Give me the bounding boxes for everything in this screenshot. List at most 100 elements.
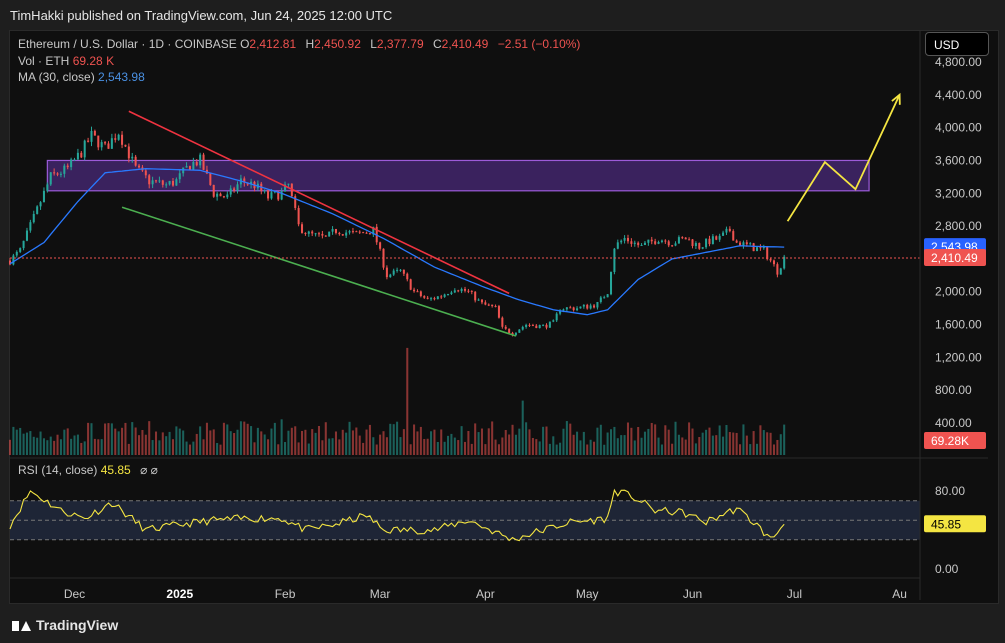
candle-body [144,170,147,176]
candle-body [8,260,12,265]
time-tick-label: Au [892,587,907,601]
candle-body [576,308,579,311]
volume-bar [691,428,694,455]
candle-body [487,304,490,306]
candle-body [300,224,304,233]
volume-bar [321,440,324,455]
volume-bar [555,444,558,455]
price-tick-label: 800.00 [935,383,972,397]
volume-bar [769,432,772,455]
last-price-badge: 2,410.49 [931,251,978,265]
eye-icon[interactable]: ⌀ ⌀ [140,463,158,477]
volume-bar [586,444,589,455]
volume-bar [755,443,759,455]
candle-body [616,242,619,249]
currency-selector[interactable]: USD [925,32,989,56]
candle-body [599,297,602,303]
volume-bar [722,436,725,455]
volume-bar [616,438,619,455]
candle-body [19,248,22,252]
candle-body [497,306,500,318]
price-tick-label: 4,800.00 [935,55,982,69]
volume-bar [127,443,130,455]
candle-body [593,305,596,308]
volume-bar [300,430,304,455]
zone-rect [46,159,870,192]
volume-bar [565,421,568,455]
candle-body [236,184,239,191]
volume-bar [609,429,613,455]
volume-bar [725,425,728,455]
rsi-tick-label: 80.00 [935,484,965,498]
candle-body [531,325,534,327]
candle-body [552,320,555,322]
volume-bar [416,431,419,455]
candle-body [494,306,497,308]
volume-bar [246,423,249,455]
brand-name: TradingView [36,617,119,633]
volume-bar [334,431,337,455]
volume-bar [637,426,640,455]
candle-body [684,237,687,240]
candle-body [209,173,212,185]
candle-body [188,166,191,170]
candle-body [586,304,589,309]
volume-bar [226,424,229,455]
volume-bar [372,437,375,455]
candle-body [273,191,276,193]
candle-body [759,247,762,249]
candle-body [154,180,158,182]
volume-bar [436,441,439,455]
volume-bar [732,432,735,455]
volume-bar [277,444,280,455]
low-value: 2,377.79 [376,37,424,51]
candle-body [317,233,321,235]
candle-body [467,290,470,292]
candle-body [752,243,755,252]
volume-bar [776,439,779,455]
volume-bar [447,435,450,455]
candle-body [49,172,52,185]
candle-body [548,321,551,328]
volume-bar [779,434,782,455]
volume-bar [219,444,222,455]
candle-body [243,178,246,183]
close-value: 2,410.49 [441,37,489,51]
candle-body [114,138,117,140]
candle-body [735,240,738,243]
volume-bar [260,431,263,455]
candle-body [168,180,171,185]
volume-bar [42,438,45,455]
candle-body [722,232,725,236]
candle-body [321,233,324,236]
candle-body [56,173,59,175]
volume-bar [745,435,748,455]
volume-bar [742,424,745,455]
candle-body [677,237,680,244]
candle-body [460,288,463,292]
volume-bar [545,426,548,455]
ma-legend: MA (30, close) 2,543.98 [18,70,145,84]
candle-body [491,304,494,307]
volume-bar [674,421,677,455]
volume-bar [331,438,334,455]
volume-bar [385,437,388,455]
candle-body [470,290,473,292]
rsi-badge-bg [924,515,986,533]
candle-body [83,140,86,158]
volume-bar [681,437,684,455]
price-tick-label: 2,000.00 [935,285,982,299]
candle-body [331,228,334,232]
candle-body [715,236,718,240]
volume-bar [182,430,185,455]
volume-bar [280,419,283,455]
volume-bar [511,424,514,455]
resistance-zone [46,159,870,192]
volume-legend: Vol · ETH 69.28 K [18,54,115,68]
volume-bar [460,426,463,455]
volume-bar [236,429,239,455]
symbol-name: Ethereum / U.S. Dollar · 1D · COINBASE [18,37,237,51]
volume-bar [341,429,344,455]
rsi-badge: 45.85 [931,517,961,531]
candle-body [521,326,524,330]
